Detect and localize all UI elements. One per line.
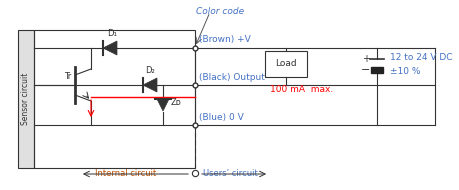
Text: (Blue) 0 V: (Blue) 0 V: [199, 113, 243, 122]
Bar: [370, 67, 382, 74]
Bar: [264, 51, 306, 77]
Text: 12 to 24 V DC: 12 to 24 V DC: [389, 53, 452, 62]
Text: 100 mA  max.: 100 mA max.: [269, 86, 332, 94]
Polygon shape: [157, 99, 168, 111]
Polygon shape: [143, 78, 157, 92]
Text: +: +: [361, 54, 369, 63]
Text: Zᴅ: Zᴅ: [171, 98, 181, 108]
Text: (Brown) +V: (Brown) +V: [199, 35, 250, 44]
Text: Sensor circuit: Sensor circuit: [22, 73, 30, 125]
Polygon shape: [103, 41, 117, 55]
Text: D₁: D₁: [107, 29, 117, 38]
Text: Load: Load: [274, 59, 296, 69]
Text: ±10 %: ±10 %: [389, 67, 420, 76]
Text: (Black) Output: (Black) Output: [199, 73, 264, 82]
Text: Color code: Color code: [196, 7, 244, 16]
Text: Internal circuit: Internal circuit: [95, 169, 156, 178]
Text: Users’ circuit: Users’ circuit: [202, 169, 257, 178]
Text: Tr: Tr: [64, 72, 71, 81]
Text: −: −: [360, 66, 370, 75]
Text: D₂: D₂: [145, 66, 155, 75]
Bar: [18, 30, 34, 168]
Bar: [34, 30, 195, 168]
